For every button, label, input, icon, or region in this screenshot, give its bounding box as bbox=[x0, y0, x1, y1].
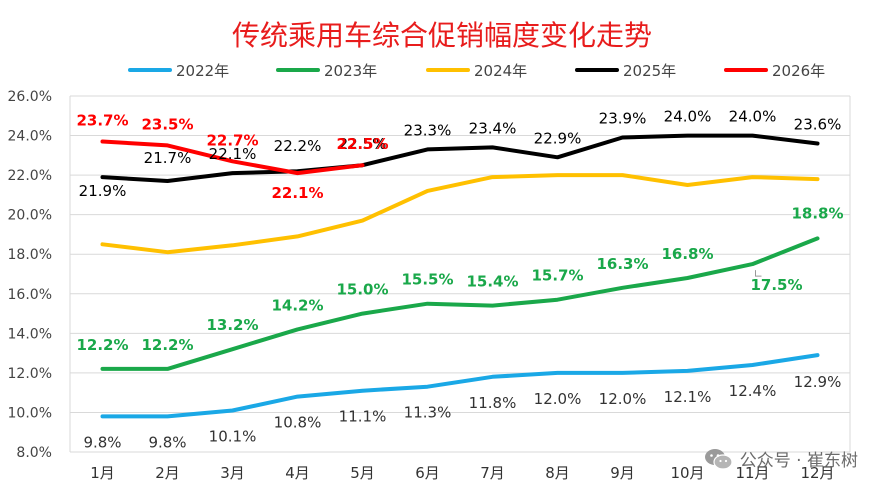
data-label-2026年: 22.5% bbox=[336, 135, 388, 153]
chart-title: 传统乘用车综合促销幅度变化走势 bbox=[231, 19, 652, 52]
y-tick-label: 22.0% bbox=[8, 168, 52, 184]
legend-item-2024: 2024年 bbox=[426, 58, 527, 82]
x-tick-label: 1月 bbox=[90, 464, 115, 482]
x-tick-label: 11月 bbox=[735, 464, 769, 482]
data-label-2025年: 23.6% bbox=[794, 115, 842, 133]
data-label-2022年: 12.9% bbox=[794, 373, 842, 391]
data-label-2026年: 22.7% bbox=[206, 131, 258, 149]
data-label-2023年: 16.3% bbox=[596, 255, 648, 273]
legend-swatch-2023 bbox=[276, 68, 320, 72]
x-tick-label: 7月 bbox=[480, 464, 505, 482]
data-label-2025年: 23.3% bbox=[404, 121, 452, 139]
data-label-2022年: 12.0% bbox=[599, 390, 647, 408]
x-tick-label: 6月 bbox=[415, 464, 440, 482]
legend-swatch-2026 bbox=[724, 68, 768, 72]
data-label-2025年: 24.0% bbox=[664, 108, 712, 126]
series-line-2025年 bbox=[100, 133, 820, 183]
data-label-2023年: 12.2% bbox=[141, 336, 193, 354]
legend-label-2025: 2025年 bbox=[623, 61, 677, 80]
x-tick-label: 5月 bbox=[350, 464, 375, 482]
wechat-icon bbox=[704, 448, 733, 470]
x-tick-label: 2月 bbox=[155, 464, 180, 482]
series-line-2024年 bbox=[100, 173, 820, 255]
y-tick-label: 20.0% bbox=[8, 208, 52, 224]
y-tick-label: 26.0% bbox=[8, 89, 52, 105]
data-label-2022年: 9.8% bbox=[148, 433, 186, 451]
legend-label-2022: 2022年 bbox=[176, 61, 230, 80]
data-label-2026年: 23.7% bbox=[76, 111, 128, 129]
data-label-2025年: 22.5% bbox=[339, 135, 387, 153]
x-tick-label: 4月 bbox=[285, 464, 310, 482]
data-label-leader bbox=[755, 270, 762, 277]
legend-item-2023: 2023年 bbox=[276, 58, 377, 82]
data-label-2022年: 10.8% bbox=[274, 414, 322, 432]
y-tick-label: 14.0% bbox=[8, 326, 52, 342]
data-label-2023年: 13.2% bbox=[206, 316, 258, 334]
legend-label-2026: 2026年 bbox=[772, 61, 826, 80]
data-label-2022年: 11.8% bbox=[469, 394, 517, 412]
data-label-2025年: 23.4% bbox=[469, 119, 517, 137]
data-label-2022年: 12.1% bbox=[664, 388, 712, 406]
data-label-2025年: 21.7% bbox=[144, 149, 192, 167]
data-label-2025年: 21.9% bbox=[79, 182, 127, 200]
data-label-2022年: 9.8% bbox=[83, 433, 121, 451]
y-tick-label: 24.0% bbox=[8, 129, 52, 145]
y-tick-label: 8.0% bbox=[16, 445, 52, 461]
x-tick-label: 10月 bbox=[670, 464, 704, 482]
legend-label-2023: 2023年 bbox=[324, 61, 378, 80]
legend-item-2026: 2026年 bbox=[724, 58, 825, 82]
data-label-2025年: 22.1% bbox=[209, 145, 257, 163]
watermark: 公众号 · 崔东树 bbox=[704, 446, 858, 471]
data-label-2023年: 15.5% bbox=[401, 271, 453, 289]
data-label-2023年: 15.0% bbox=[336, 281, 388, 299]
x-tick-label: 8月 bbox=[545, 464, 570, 482]
series-line-2022年 bbox=[100, 353, 820, 419]
data-label-2023年: 16.8% bbox=[661, 245, 713, 263]
data-label-2023年: 14.2% bbox=[271, 296, 323, 314]
data-label-2022年: 12.4% bbox=[729, 382, 777, 400]
data-label-2022年: 12.0% bbox=[534, 390, 582, 408]
data-label-2022年: 10.1% bbox=[209, 427, 257, 445]
data-label-2023年: 15.4% bbox=[466, 273, 518, 291]
data-label-2023年: 18.8% bbox=[791, 204, 843, 222]
y-tick-label: 16.0% bbox=[8, 287, 52, 303]
legend: 2022年 2023年 2024年 2025年 2026年 bbox=[0, 58, 884, 82]
y-tick-label: 10.0% bbox=[8, 405, 52, 421]
y-tick-label: 18.0% bbox=[8, 247, 52, 263]
y-tick-label: 12.0% bbox=[8, 366, 52, 382]
legend-swatch-2025 bbox=[575, 68, 619, 72]
data-label-2023年: 12.2% bbox=[76, 336, 128, 354]
series-line-2026年 bbox=[100, 139, 365, 176]
series-line-2023年 bbox=[100, 236, 820, 371]
x-tick-label: 12月 bbox=[800, 464, 834, 482]
data-label-2025年: 24.0% bbox=[729, 108, 777, 126]
data-label-2022年: 11.3% bbox=[404, 404, 452, 422]
data-label-2022年: 11.1% bbox=[339, 408, 387, 426]
x-tick-label: 9月 bbox=[610, 464, 635, 482]
data-label-2023年: 15.7% bbox=[531, 267, 583, 285]
data-label-2026年: 23.5% bbox=[141, 115, 193, 133]
legend-label-2024: 2024年 bbox=[474, 61, 528, 80]
legend-swatch-2024 bbox=[426, 68, 470, 72]
legend-swatch-2022 bbox=[128, 68, 172, 72]
legend-item-2022: 2022年 bbox=[128, 58, 229, 82]
data-label-2025年: 22.2% bbox=[274, 137, 322, 155]
data-label-2025年: 23.9% bbox=[599, 110, 647, 128]
data-label-2025年: 22.9% bbox=[534, 129, 582, 147]
watermark-text: 公众号 · 崔东树 bbox=[739, 451, 858, 471]
data-label-2026年: 22.1% bbox=[271, 184, 323, 202]
x-tick-label: 3月 bbox=[220, 464, 245, 482]
legend-item-2025: 2025年 bbox=[575, 58, 676, 82]
data-label-2023年: 17.5% bbox=[750, 276, 802, 294]
